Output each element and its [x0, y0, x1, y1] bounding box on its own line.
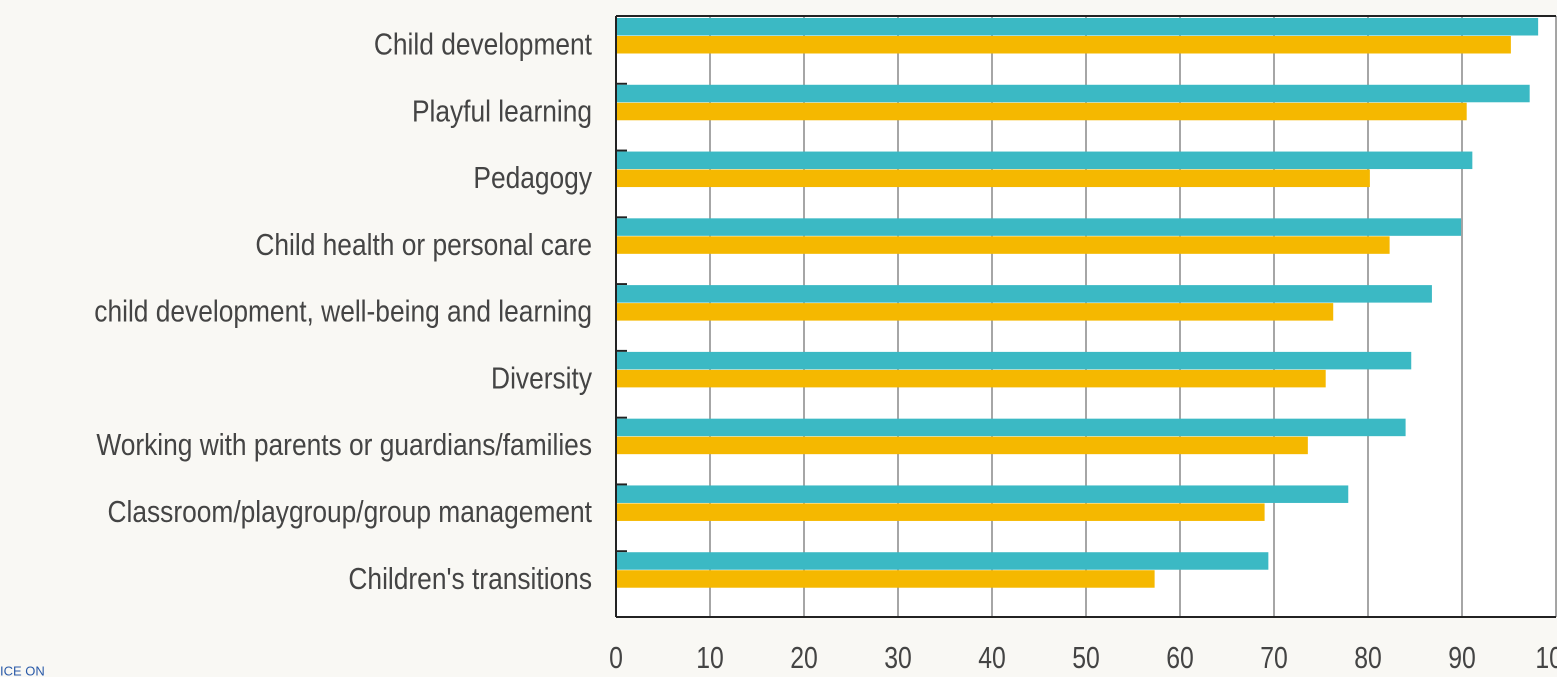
bar	[616, 570, 1155, 588]
footer-text: ICE ON	[0, 663, 45, 677]
bar	[616, 485, 1349, 503]
y-tick-label: Child health or personal care	[255, 228, 592, 262]
x-tick-label: 90	[1448, 641, 1476, 675]
bar	[616, 151, 1473, 170]
y-tick-label: child development, well-being and learni…	[94, 295, 592, 329]
bar	[616, 418, 1406, 437]
y-tick-label: Children's transitions	[348, 562, 592, 596]
bar	[616, 285, 1432, 303]
x-tick-label: 30	[884, 641, 912, 675]
x-tick-label: 70	[1260, 641, 1288, 675]
bar	[616, 503, 1265, 521]
bar	[616, 84, 1530, 103]
bar	[616, 303, 1334, 321]
bar	[616, 36, 1511, 54]
x-tick-label: 0	[609, 641, 623, 675]
y-tick-label: Pedagogy	[473, 161, 592, 195]
y-tick-label: Classroom/playgroup/group management	[107, 495, 592, 529]
y-tick-label: Playful learning	[412, 94, 592, 128]
y-tick-label: Diversity	[491, 362, 593, 396]
y-tick-label: Child development	[374, 28, 592, 62]
bar	[616, 218, 1462, 236]
bar	[616, 351, 1412, 370]
bar	[616, 369, 1326, 388]
bar	[616, 236, 1390, 254]
x-tick-label: 60	[1166, 641, 1194, 675]
x-tick-label: 40	[978, 641, 1006, 675]
y-tick-label: Working with parents or guardians/famili…	[96, 428, 592, 462]
x-tick-label: 50	[1072, 641, 1100, 675]
bar	[616, 102, 1467, 121]
x-tick-label: 100	[1535, 641, 1557, 675]
x-tick-label: 20	[790, 641, 818, 675]
bar	[616, 436, 1308, 455]
bar	[616, 169, 1370, 188]
x-tick-label: 80	[1354, 641, 1382, 675]
x-tick-label: 10	[696, 641, 724, 675]
bar	[616, 18, 1539, 36]
bar	[616, 552, 1269, 570]
